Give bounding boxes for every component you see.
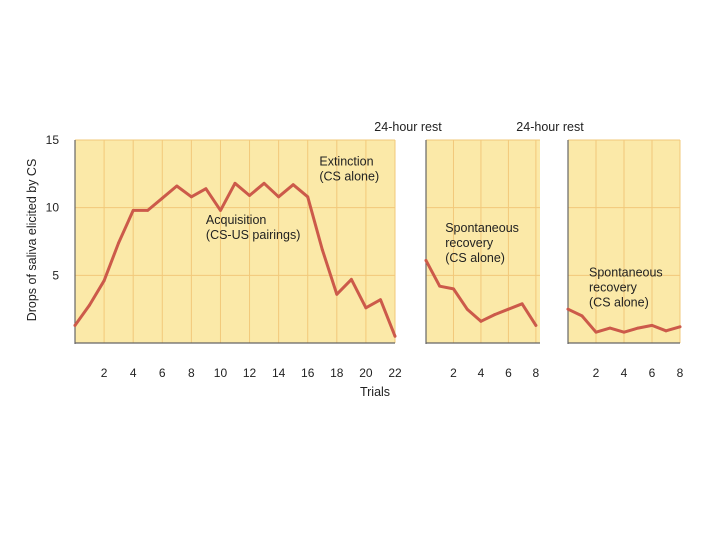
panel-2-annotation-0: Spontaneous — [445, 221, 519, 235]
panel-1-x-tick-label: 14 — [272, 366, 286, 380]
panel-3-x-tick-label: 8 — [677, 366, 684, 380]
panel-1-point — [233, 181, 237, 185]
panel-2-annotation-0: recovery — [445, 236, 494, 250]
panel-3-point — [566, 307, 570, 311]
panel-2-background — [426, 140, 540, 343]
y-tick-label: 5 — [52, 268, 59, 282]
panel-1-point — [262, 181, 266, 185]
panel-1-annotation-1: (CS alone) — [319, 170, 379, 184]
panel-1-x-tick-label: 18 — [330, 366, 344, 380]
panel-1-point — [379, 298, 382, 302]
rest-label-2: 24-hour rest — [516, 120, 584, 134]
panel-1-x-tick-label: 20 — [359, 366, 373, 380]
panel-2-x-tick-label: 2 — [450, 366, 457, 380]
panel-2-annotation-0: (CS alone) — [445, 251, 505, 265]
panel-1-point — [160, 196, 164, 200]
panel-2-point — [520, 302, 524, 306]
panel-1-point — [102, 279, 106, 283]
panel-3-point — [636, 326, 640, 330]
rest-label-1: 24-hour rest — [374, 120, 442, 134]
panel-1-x-tick-label: 12 — [243, 366, 257, 380]
panel-1-point — [277, 195, 281, 199]
panel-1-point — [189, 195, 193, 199]
panel-1-x-tick-label: 16 — [301, 366, 315, 380]
panel-2-point — [438, 284, 442, 288]
panel-3-x-tick-label: 4 — [621, 366, 628, 380]
panel-1-point — [248, 194, 251, 197]
panel-3-point — [622, 330, 626, 334]
panel-1-point — [219, 208, 222, 212]
y-tick-label: 15 — [46, 133, 60, 147]
panel-1-point — [131, 208, 135, 212]
panel-2-point — [479, 319, 483, 323]
panel-1-annotation-1: Extinction — [319, 155, 373, 169]
panel-3-point — [580, 314, 584, 318]
panel-3-annotation-0: recovery — [589, 281, 638, 295]
panel-2-point — [424, 259, 428, 262]
panel-1-point — [320, 248, 324, 252]
panel-1-annotation-0: (CS-US pairings) — [206, 228, 300, 242]
panel-3-point — [664, 329, 668, 333]
x-axis-label: Trials — [360, 385, 390, 399]
panel-2-x-tick-label: 4 — [478, 366, 485, 380]
panel-2-point — [465, 307, 469, 311]
panel-1-point — [73, 324, 77, 327]
panel-3-point — [678, 325, 682, 329]
panel-2-point — [507, 307, 510, 311]
panel-1-point — [393, 334, 397, 338]
panel-3-annotation-0: Spontaneous — [589, 266, 663, 280]
panel-2-x-tick-label: 6 — [505, 366, 512, 380]
panel-1-annotation-0: Acquisition — [206, 213, 266, 227]
panel-1-point — [306, 195, 310, 199]
panel-1-point — [349, 277, 353, 281]
panel-3-point — [650, 324, 654, 327]
panel-1-point — [175, 184, 179, 188]
panel-2-x-tick-label: 8 — [533, 366, 540, 380]
panel-1-point — [335, 292, 339, 296]
panel-2-point — [493, 313, 497, 316]
panel-1-point — [204, 187, 208, 191]
panel-1-x-tick-label: 6 — [159, 366, 166, 380]
panel-3-point — [608, 326, 612, 330]
panel-1-point — [364, 306, 368, 310]
panel-1-background — [75, 140, 395, 343]
panel-1-x-tick-label: 4 — [130, 366, 137, 380]
y-tick-label: 10 — [46, 201, 60, 215]
panel-1-x-tick-label: 2 — [101, 366, 108, 380]
panel-1-point — [88, 303, 91, 307]
panel-1-x-tick-label: 10 — [214, 366, 228, 380]
panel-1-point — [291, 183, 295, 187]
panel-2-point — [534, 324, 538, 327]
panel-1-point — [146, 208, 150, 212]
panel-3-x-tick-label: 6 — [649, 366, 656, 380]
panel-3-annotation-0: (CS alone) — [589, 296, 649, 310]
panel-3-point — [594, 330, 598, 334]
panel-1-x-tick-label: 8 — [188, 366, 195, 380]
panel-1-point — [117, 241, 121, 245]
panel-1-x-tick-label: 22 — [388, 366, 402, 380]
y-axis-label: Drops of saliva elicited by CS — [25, 159, 39, 322]
panel-2-point — [452, 287, 455, 291]
panel-3-x-tick-label: 2 — [593, 366, 600, 380]
